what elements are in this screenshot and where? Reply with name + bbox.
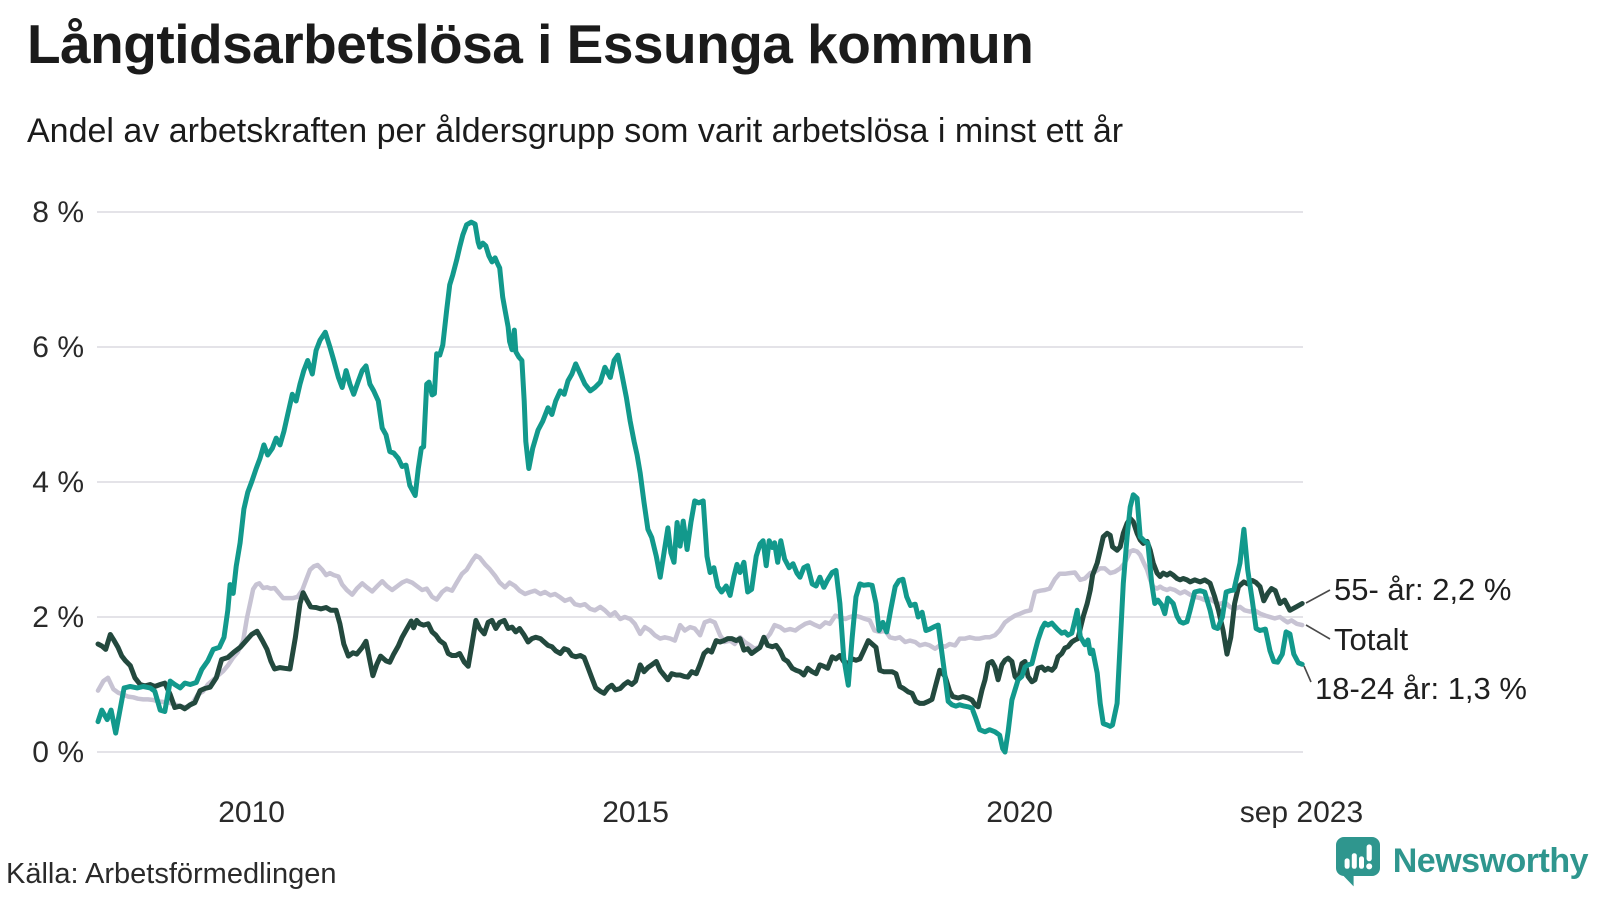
y-tick-label: 2 % — [32, 601, 84, 634]
y-tick-label: 6 % — [32, 331, 84, 364]
newsworthy-logo: Newsworthy — [1333, 834, 1589, 888]
logo-bar-3 — [1358, 856, 1364, 869]
source-note: Källa: Arbetsförmedlingen — [6, 858, 337, 890]
logo-bar-2 — [1351, 853, 1357, 869]
x-tick-label: 2020 — [986, 796, 1053, 829]
annotation-leader-line — [1305, 624, 1331, 640]
newsworthy-wordmark: Newsworthy — [1392, 841, 1589, 880]
logo-bar-1 — [1344, 858, 1350, 869]
logo-exclamation-dot — [1365, 863, 1372, 870]
series-line-55-r — [95, 516, 1305, 712]
page-title: Långtidsarbetslösa i Essunga kommun — [27, 13, 1034, 75]
series-label-55: 55- år: 2,2 % — [1334, 572, 1512, 607]
logo-exclamation-bar — [1366, 844, 1372, 862]
series-label-totalt: Totalt — [1334, 622, 1409, 657]
series-line-18-24-r — [95, 219, 1305, 755]
series-label-18-24: 18-24 år: 1,3 % — [1315, 671, 1527, 706]
y-tick-label: 0 % — [32, 736, 84, 769]
chart-subtitle: Andel av arbetskraften per åldersgrupp s… — [27, 112, 1124, 150]
x-tick-label: 2015 — [602, 796, 669, 829]
y-tick-label: 4 % — [32, 466, 84, 499]
x-tick-label: 2010 — [218, 796, 285, 829]
newsworthy-logo-icon — [1335, 837, 1380, 887]
annotation-leader-line — [1303, 665, 1312, 683]
x-tick-label: sep 2023 — [1240, 796, 1363, 829]
series-line-totalt — [95, 547, 1305, 710]
y-tick-label: 8 % — [32, 196, 84, 229]
annotation-leader-line — [1305, 589, 1331, 604]
